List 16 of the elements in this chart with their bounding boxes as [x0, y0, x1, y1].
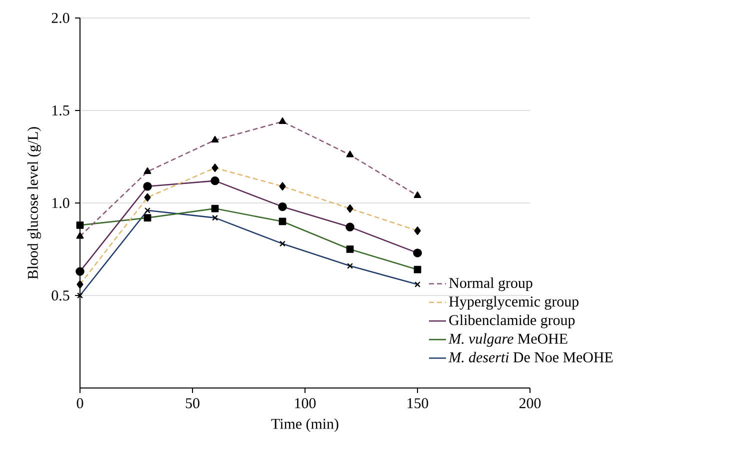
- y-axis-title: Blood glucose level (g/L): [27, 127, 41, 280]
- y-tick-label: 2.0: [52, 12, 70, 24]
- legend-label: M. deserti De Noe MeOHE: [448, 352, 613, 362]
- x-tick-label: 200: [519, 398, 541, 408]
- legend-label: Hyperglycemic group: [449, 296, 578, 310]
- x-axis-title: Time (min): [271, 418, 338, 432]
- y-tick-label: 1.0: [52, 198, 70, 208]
- x-tick-label: 50: [186, 398, 200, 408]
- y-tick-label: 1.5: [52, 105, 70, 116]
- legend-label: Normal group: [449, 277, 532, 292]
- x-tick-label: 0: [76, 398, 84, 408]
- legend-label: M. vulgare MeOHE: [448, 333, 568, 347]
- y-tick-label: 0.5: [52, 290, 70, 301]
- x-tick-label: 150: [408, 398, 428, 408]
- x-tick-label: 100: [295, 398, 316, 408]
- legend-label: Glibenclamide group: [449, 314, 575, 328]
